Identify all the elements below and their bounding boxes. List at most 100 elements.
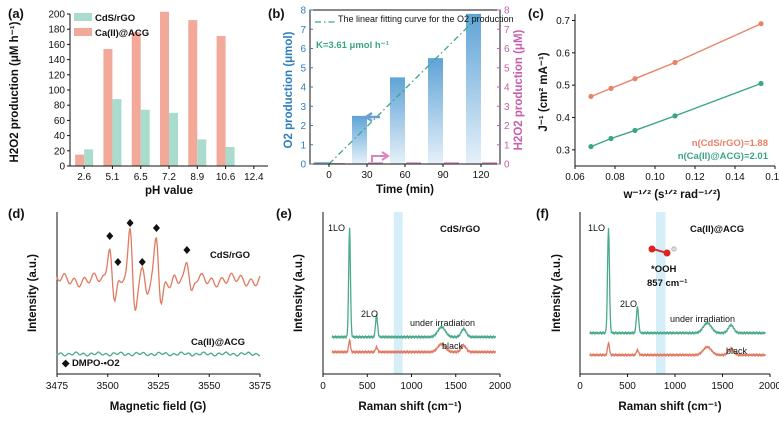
- y-tick-right-label-1: 1: [504, 140, 510, 151]
- panel-e-spectrum-black: [331, 337, 497, 355]
- bar-o2-90: [428, 58, 443, 164]
- panel-b-left-arrow: [363, 111, 380, 123]
- panel-b-legend-text: The linear fitting curve for the O2 prod…: [338, 14, 514, 24]
- x-tick-label-0.14: 0.14: [725, 172, 745, 183]
- panel-b-y-ticks-right: 0 1 2 3 4 5 6 7 8: [497, 6, 510, 171]
- y-tick-label-60: 60: [54, 116, 66, 127]
- y-tick-label-180: 180: [48, 25, 65, 36]
- x-tick-label-1500: 1500: [711, 381, 734, 392]
- y-tick-right-label-2: 2: [504, 121, 510, 132]
- panel-b-bars: [314, 13, 497, 164]
- y-tick-label-0: 0: [59, 162, 65, 173]
- x-tick-label-0.12: 0.12: [685, 172, 705, 183]
- x-tick-label-60: 60: [399, 170, 411, 181]
- diamond-marker-1: [114, 258, 122, 266]
- bar-cds-7.2: [169, 112, 178, 166]
- panel-a: (a) 0 20 40 60 80 100 120 140 160 180 200 2.6 5.1 6.…: [8, 6, 268, 197]
- panel-d-spectrum-ca: [56, 351, 261, 357]
- y-tick-label-0.6: 0.6: [556, 48, 570, 59]
- x-tick-label-120: 120: [473, 170, 490, 181]
- point-series-0-1: [608, 85, 614, 91]
- panel-f-spectrum-black: [589, 341, 766, 358]
- panel-a-legend-ca: Ca(II)@ACG: [95, 28, 149, 39]
- point-series-0-4: [758, 21, 764, 27]
- x-tick-label-0: 0: [577, 381, 583, 392]
- x-tick-label-1000: 1000: [400, 381, 423, 392]
- panel-f-peak-2lo: 2LO: [620, 299, 637, 309]
- x-tick-label-8.9: 8.9: [190, 172, 204, 183]
- panel-d-ylabel: Intensity (a.u.): [27, 254, 39, 332]
- bar-h2o2-60: [406, 162, 421, 164]
- y-tick-label-8: 8: [300, 6, 306, 17]
- y-tick-label-40: 40: [54, 131, 66, 142]
- panel-f-title: Ca(II)@ACG: [690, 224, 744, 235]
- diamond-marker-5: [183, 246, 191, 254]
- y-tick-label-4: 4: [300, 83, 306, 94]
- bar-ca-7.2: [160, 11, 169, 166]
- y-tick-label-7: 7: [300, 25, 306, 36]
- bar-ca-6.5: [131, 32, 141, 166]
- bar-o2-30: [352, 115, 367, 164]
- point-series-1-3: [672, 113, 678, 119]
- bar-cds-8.9: [197, 139, 207, 166]
- y-tick-label-1: 1: [300, 140, 306, 151]
- panel-a-legend-cds: CdS/rGO: [95, 13, 135, 24]
- panel-c: (c) 0.3 0.4 0.5 0.6 0.7 0.06 0.08 0.10 0.12 0.14…: [528, 6, 779, 201]
- y-tick-label-80: 80: [54, 101, 66, 112]
- panel-b-y-ticks: 0 1 2 3 4 5 6 7 8: [300, 6, 313, 171]
- point-series-1-0: [588, 143, 594, 150]
- panel-c-ylabel: J⁻¹ (cm² mA⁻¹): [538, 52, 550, 131]
- panel-f-spectrum-irradiation: [589, 227, 766, 336]
- panel-e-label: (e): [276, 206, 292, 221]
- x-tick-label-1500: 1500: [445, 381, 468, 392]
- y-tick-label-200: 200: [48, 10, 65, 21]
- panel-e-ylabel: Intensity (a.u.): [293, 254, 305, 332]
- bar-cds-5.1: [112, 99, 122, 166]
- y-tick-right-label-3: 3: [504, 102, 510, 113]
- x-tick-label-500: 500: [359, 381, 376, 392]
- y-tick-label-100: 100: [48, 86, 65, 97]
- y-tick-label-5: 5: [300, 63, 306, 74]
- panel-c-xlabel: w⁻¹ᐟ² (s¹ᐟ² rad⁻¹ᐟ²): [622, 189, 720, 201]
- diamond-marker-4: [152, 224, 160, 232]
- panel-a-label: (a): [8, 6, 24, 21]
- panel-b-label: (b): [268, 6, 285, 21]
- panel-f-peak-1lo: 1LO: [588, 223, 605, 233]
- y-tick-label-120: 120: [48, 70, 65, 81]
- line-series-0: [590, 23, 762, 98]
- panel-c-y-ticks: 0.3 0.4 0.5 0.6 0.7: [556, 16, 575, 156]
- panel-c-lines: [588, 21, 764, 150]
- panel-f-label-irradiation: under irradiation: [670, 314, 735, 324]
- x-tick-label-0: 0: [320, 381, 326, 392]
- point-series-0-2: [632, 76, 638, 82]
- x-tick-label-3500: 3500: [97, 381, 120, 392]
- panel-f-ylabel: Intensity (a.u.): [551, 254, 563, 332]
- panel-d-label-ca: Ca(II)@ACG: [191, 337, 245, 348]
- bar-ca-8.9: [188, 20, 198, 166]
- bar-h2o2-90: [444, 162, 459, 164]
- panel-e-xlabel: Raman shift (cm⁻¹): [358, 401, 461, 413]
- diamond-marker-0: [106, 232, 114, 240]
- panel-f: (f) 0 500 1000 1500 2000 Ca(II)@ACG 1LO 2LO …: [536, 206, 779, 413]
- y-tick-label-0.4: 0.4: [556, 113, 570, 124]
- x-tick-label-1000: 1000: [664, 381, 687, 392]
- y-tick-right-label-6: 6: [504, 44, 510, 55]
- x-tick-label-10.6: 10.6: [216, 172, 236, 183]
- panel-a-ylabel: H2O2 production (μM h⁻¹): [9, 21, 21, 162]
- x-tick-label-5.1: 5.1: [105, 172, 119, 183]
- point-series-1-4: [758, 80, 764, 87]
- bar-cds-10.6: [225, 147, 235, 166]
- panel-d-label-cds: CdS/rGO: [210, 250, 250, 261]
- x-tick-label-2000: 2000: [759, 381, 779, 392]
- panel-b-xlabel: Time (min): [376, 184, 434, 196]
- panel-d: (d) 3475 3500 3525 3550 3575 CdS/rGO Ca(II)@…: [8, 206, 272, 413]
- x-tick-label-2000: 2000: [489, 381, 512, 392]
- panel-e-spectrum-irradiation: [331, 227, 497, 340]
- panel-b-right-arrow: [371, 151, 390, 162]
- x-tick-label-0: 0: [326, 170, 332, 181]
- point-series-1-2: [632, 127, 638, 134]
- diamond-marker-2: [126, 219, 134, 227]
- point-series-0-3: [672, 59, 678, 66]
- y-tick-label-0.3: 0.3: [556, 145, 570, 156]
